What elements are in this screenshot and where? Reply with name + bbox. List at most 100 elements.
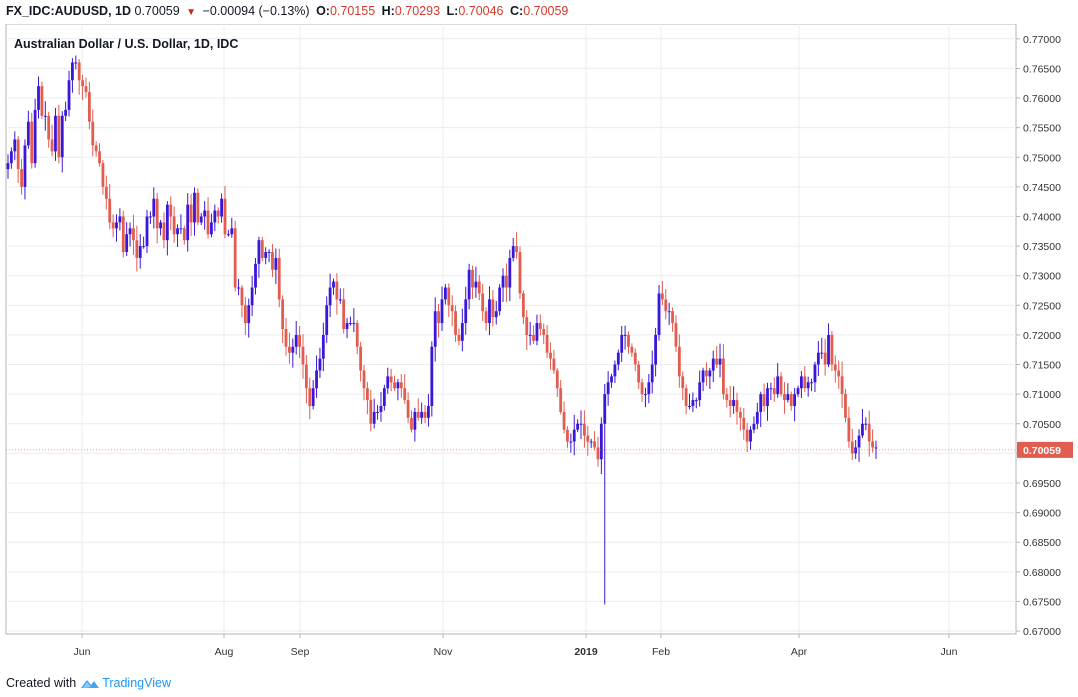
candle-body: [694, 400, 698, 402]
candle-body: [57, 115, 61, 158]
candle-body: [766, 388, 769, 406]
candle: [427, 394, 430, 427]
x-tick-label: 2019: [574, 646, 598, 658]
candle-body: [705, 370, 708, 377]
candle: [820, 337, 824, 360]
candle-body: [366, 388, 369, 401]
x-tick-label: Aug: [215, 646, 234, 658]
candle: [301, 334, 305, 379]
candle-body: [216, 210, 220, 217]
candle-body: [711, 358, 715, 371]
candle: [630, 343, 634, 357]
candle-body: [291, 346, 295, 353]
candle-body: [37, 86, 40, 110]
candle-body: [623, 334, 627, 336]
candle: [681, 371, 685, 401]
candle: [420, 402, 424, 424]
candle: [776, 363, 780, 398]
candle: [74, 55, 78, 70]
candle: [91, 109, 95, 157]
candle: [684, 384, 688, 415]
y-tick-label: 0.76000: [1023, 93, 1061, 105]
plot-area: [5, 24, 1017, 635]
candle: [291, 338, 295, 368]
candle: [766, 382, 769, 421]
y-tick-label: 0.68000: [1023, 567, 1061, 579]
candle: [725, 387, 729, 408]
candle: [857, 429, 861, 462]
candle-body: [772, 388, 776, 395]
candle-body: [410, 417, 413, 430]
candle: [399, 373, 403, 398]
candle: [176, 224, 179, 247]
candle: [81, 74, 84, 101]
candle-body: [640, 382, 644, 395]
candlestick-chart[interactable]: 0.67000 0.67500 0.68000 0.68500 0.69000 0.695…: [0, 24, 1078, 668]
low-value: 0.70046: [458, 4, 504, 18]
candle: [98, 143, 101, 167]
candle-body: [40, 86, 44, 116]
y-tick-label: 0.69000: [1023, 508, 1061, 520]
candle-body: [471, 269, 474, 288]
candle-body: [715, 358, 719, 365]
candle-body: [525, 317, 529, 335]
candle: [37, 76, 40, 119]
candle-body: [664, 299, 668, 312]
candle-body: [111, 222, 115, 229]
candle: [406, 392, 410, 424]
candle: [749, 426, 752, 450]
candle: [657, 285, 661, 341]
candle-body: [433, 311, 437, 347]
candle: [366, 381, 369, 415]
candle-body: [399, 382, 403, 389]
candle-body: [630, 346, 634, 353]
candle: [532, 325, 535, 344]
candle: [633, 348, 637, 372]
candle: [30, 112, 34, 169]
candle: [783, 382, 786, 414]
candle: [850, 428, 854, 461]
candle-body: [318, 358, 322, 371]
candle: [33, 98, 37, 168]
candle-body: [501, 275, 505, 288]
candle-body: [789, 394, 793, 406]
candle: [125, 222, 129, 257]
candle: [515, 232, 518, 259]
candle-body: [440, 299, 444, 324]
candle-body: [60, 115, 64, 158]
candle: [494, 300, 498, 325]
candle-body: [718, 358, 722, 365]
x-tick-label: Jun: [941, 646, 958, 658]
candle: [328, 273, 332, 318]
candle-body: [284, 329, 288, 347]
tradingview-brand[interactable]: TradingView: [102, 676, 171, 690]
candle: [549, 342, 552, 370]
candle-body: [589, 441, 593, 443]
candle-body: [572, 429, 576, 442]
candle-body: [179, 228, 183, 230]
candle-body: [403, 388, 407, 401]
candle-body: [644, 394, 647, 396]
candle-body: [779, 376, 783, 395]
candle: [664, 289, 668, 320]
candle: [379, 391, 383, 422]
candle-body: [325, 305, 329, 335]
candle: [586, 425, 590, 456]
candle: [169, 196, 173, 231]
candle-body: [484, 311, 488, 324]
candle: [837, 360, 841, 389]
candle-body: [33, 109, 37, 164]
candle: [335, 273, 339, 315]
candle: [413, 407, 417, 442]
candle-body: [376, 411, 379, 413]
candle: [40, 81, 44, 119]
candle-body: [396, 382, 400, 389]
open-value: 0.70155: [329, 4, 376, 18]
candle: [491, 290, 495, 327]
candle: [867, 410, 871, 457]
candle-body: [64, 109, 68, 116]
candle-body: [413, 411, 417, 430]
candle-body: [681, 376, 685, 389]
candle: [827, 323, 830, 368]
candle: [23, 139, 27, 200]
